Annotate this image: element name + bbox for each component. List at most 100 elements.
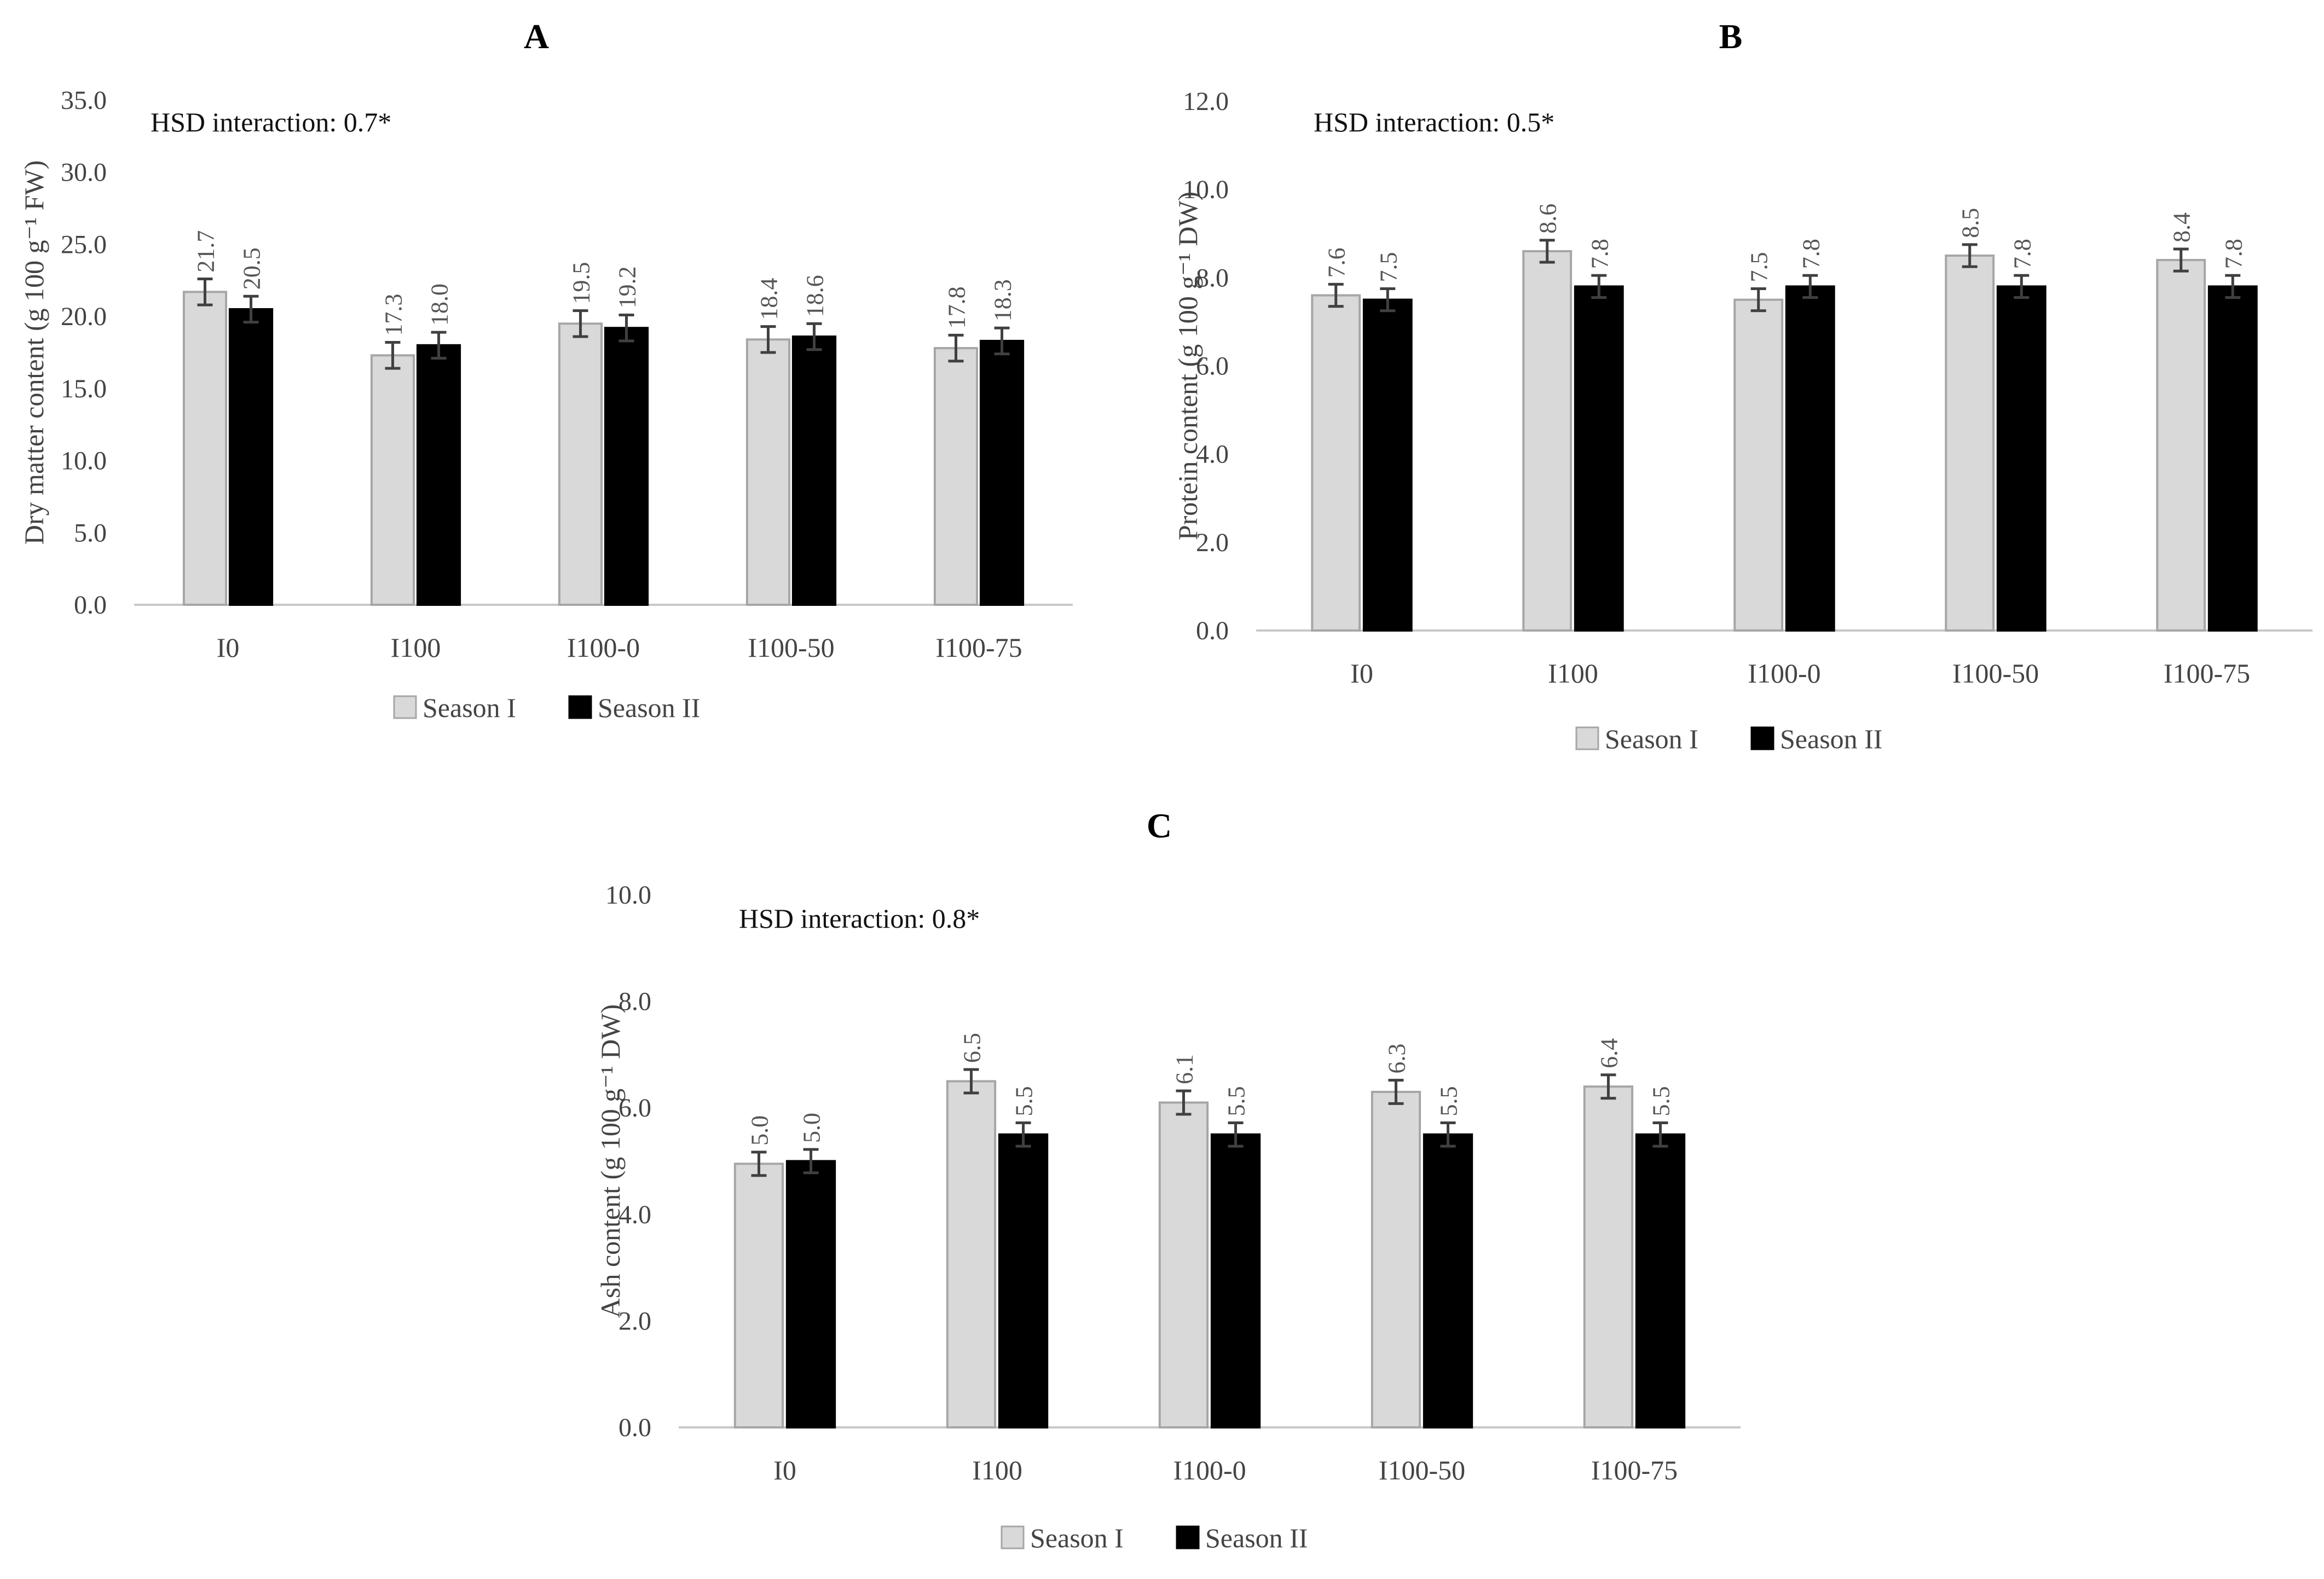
y-tick-label: 20.0 [61, 302, 107, 331]
hsd-annotation: HSD interaction: 0.5* [1314, 107, 1554, 137]
data-label: 18.3 [990, 279, 1016, 321]
hsd-annotation: HSD interaction: 0.7* [151, 107, 391, 137]
y-tick-label: 2.0 [1196, 528, 1229, 557]
bar-season-2 [1210, 1133, 1261, 1429]
hsd-annotation: HSD interaction: 0.8* [739, 903, 980, 934]
bar-season-2 [1785, 285, 1835, 632]
bar-season-2 [998, 1133, 1049, 1429]
panel-letter: A [524, 17, 549, 56]
legend-label-season-2: Season II [598, 692, 700, 723]
x-tick-label: I100-75 [935, 632, 1022, 663]
legend-label-season-1: Season I [1605, 724, 1698, 754]
y-tick-label: 6.0 [618, 1094, 651, 1123]
y-tick-label: 4.0 [1196, 440, 1229, 469]
panel-letter: B [1719, 17, 1743, 56]
y-tick-label: 25.0 [61, 230, 107, 259]
bar-season-2 [791, 336, 837, 606]
y-tick-label: 15.0 [61, 374, 107, 403]
data-label: 7.8 [1586, 239, 1613, 269]
data-label: 20.5 [239, 247, 265, 290]
y-axis-label: Dry matter content (g 100 g⁻¹ FW) [19, 160, 49, 545]
bar-season-2 [416, 344, 461, 606]
data-label: 18.4 [755, 278, 782, 320]
legend-label-season-1: Season I [1030, 1523, 1124, 1553]
data-label: 8.4 [2169, 212, 2195, 242]
bar-season-1 [1945, 255, 1995, 632]
y-tick-label: 10.0 [605, 881, 651, 910]
bar-season-1 [1583, 1085, 1634, 1428]
bar-season-1 [1733, 298, 1784, 632]
data-label: 5.5 [1011, 1086, 1038, 1116]
y-tick-label: 0.0 [618, 1413, 651, 1442]
bar-season-1 [933, 347, 979, 606]
x-tick-label: I0 [773, 1455, 796, 1485]
y-tick-label: 8.0 [1196, 263, 1229, 292]
y-tick-label: 0.0 [74, 591, 107, 620]
data-label: 18.0 [426, 284, 453, 326]
chart-panel-c: C 0.0 2.0 4.0 6.0 8.0 10.0 Ash content (g 100 g… [595, 806, 1741, 1553]
bar-season-2 [604, 327, 649, 606]
x-tick-label: I100-50 [1379, 1455, 1465, 1485]
data-label: 7.5 [1375, 252, 1402, 282]
bar-season-1 [558, 322, 603, 606]
data-label: 7.8 [2009, 239, 2036, 269]
y-tick-label: 8.0 [618, 987, 651, 1016]
x-tick-label: I100-0 [1173, 1455, 1246, 1485]
x-tick-label: I100 [1548, 658, 1598, 689]
legend-swatch-season-2 [1176, 1525, 1200, 1549]
x-tick-label: I100 [391, 632, 441, 663]
legend-swatch-season-1 [1575, 726, 1599, 750]
chart-panel-a: A 0.0 5.0 10.0 15.0 20.0 25.0 30.0 35.0 Dry matte… [19, 17, 1073, 723]
bar-season-2 [1996, 285, 2046, 632]
bar-season-1 [182, 291, 228, 606]
data-label: 5.0 [746, 1115, 773, 1146]
legend-swatch-season-2 [568, 695, 592, 719]
x-tick-label: I0 [1350, 658, 1373, 689]
legend-swatch-season-1 [1001, 1525, 1025, 1549]
data-label: 5.5 [1648, 1086, 1675, 1116]
bar-season-1 [1158, 1101, 1209, 1428]
x-tick-label: I100 [972, 1455, 1022, 1485]
x-tick-label: I100-0 [567, 632, 640, 663]
y-tick-label: 12.0 [1183, 87, 1229, 116]
bar-season-2 [228, 308, 274, 606]
y-tick-label: 30.0 [61, 158, 107, 187]
bar-season-2 [1423, 1133, 1473, 1429]
y-axis-label: Ash content (g 100 g⁻¹ DW) [595, 1004, 626, 1318]
x-tick-label: I100-50 [748, 632, 834, 663]
data-label: 6.3 [1383, 1044, 1410, 1074]
y-tick-label: 4.0 [618, 1200, 651, 1229]
data-label: 5.5 [1223, 1086, 1250, 1116]
data-label: 19.2 [614, 267, 641, 309]
y-tick-label: 10.0 [1183, 175, 1229, 204]
x-tick-label: I0 [217, 632, 240, 663]
bar-season-1 [745, 338, 791, 606]
data-label: 17.3 [380, 294, 407, 336]
y-tick-label: 5.0 [74, 518, 107, 547]
data-label: 5.0 [799, 1113, 825, 1143]
data-label: 6.4 [1595, 1038, 1622, 1068]
data-label: 17.8 [943, 286, 970, 328]
bar-season-2 [1635, 1133, 1686, 1429]
data-label: 7.6 [1323, 247, 1350, 277]
bar-season-2 [1362, 298, 1413, 632]
y-axis-label: Protein content (g 100 g⁻¹ DW) [1172, 192, 1203, 540]
legend-label-season-2: Season II [1780, 724, 1882, 754]
chart-panel-b: B 0.0 2.0 4.0 6.0 8.0 10.0 12.0 Protein content … [1172, 17, 2313, 754]
data-label: 6.1 [1171, 1054, 1198, 1084]
x-tick-label: I100-0 [1748, 658, 1820, 689]
bar-season-1 [1522, 250, 1573, 632]
data-label: 6.5 [958, 1033, 985, 1063]
bar-season-2 [979, 339, 1025, 606]
bar-season-2 [785, 1160, 836, 1428]
data-label: 8.5 [1957, 208, 1984, 238]
y-tick-label: 10.0 [61, 447, 107, 476]
bar-season-2 [2207, 285, 2258, 632]
bar-season-1 [2156, 259, 2206, 632]
bar-season-1 [733, 1162, 784, 1428]
x-tick-label: I100-75 [2164, 658, 2250, 689]
legend-swatch-season-1 [393, 695, 417, 719]
bar-season-1 [946, 1080, 997, 1429]
bar-season-1 [1311, 294, 1361, 632]
